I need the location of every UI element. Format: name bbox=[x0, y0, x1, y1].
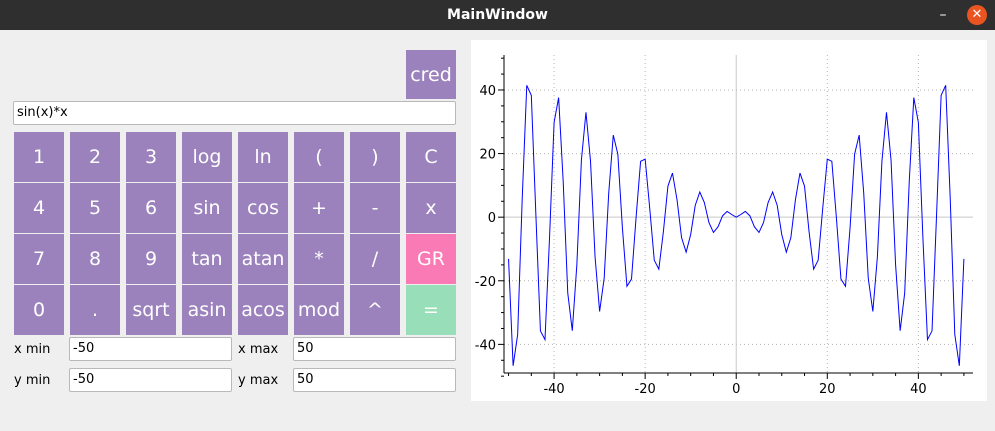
x-tick-label: 40 bbox=[910, 382, 927, 397]
title-bar: MainWindow – ✕ bbox=[0, 0, 995, 30]
series-line bbox=[508, 85, 965, 366]
equals-button[interactable]: = bbox=[406, 285, 456, 335]
x-tick-label: -40 bbox=[543, 382, 564, 397]
key-clear[interactable]: C bbox=[406, 132, 456, 182]
x-min-label: x min bbox=[14, 342, 51, 357]
x-tick-label: 0 bbox=[732, 382, 740, 397]
x-min-input[interactable]: -50 bbox=[69, 337, 232, 361]
x-max-input[interactable]: 50 bbox=[293, 337, 456, 361]
key-2[interactable]: 2 bbox=[70, 132, 120, 182]
plot-area[interactable]: -40 -20 0 20 40 -40 -20 0 20 40 bbox=[471, 40, 987, 401]
key-4[interactable]: 4 bbox=[14, 183, 64, 233]
key-cos[interactable]: cos bbox=[238, 183, 288, 233]
key-x[interactable]: x bbox=[406, 183, 456, 233]
y-tick-label: 40 bbox=[479, 84, 496, 99]
x-tick-label: 20 bbox=[819, 382, 836, 397]
key-ln[interactable]: ln bbox=[238, 132, 288, 182]
y-tick-label: -40 bbox=[475, 338, 496, 353]
key-power[interactable]: ^ bbox=[350, 285, 400, 335]
y-max-label: y max bbox=[238, 373, 279, 388]
y-max-input[interactable]: 50 bbox=[293, 368, 456, 392]
key-asin[interactable]: asin bbox=[182, 285, 232, 335]
y-min-label: y min bbox=[14, 373, 51, 388]
key-1[interactable]: 1 bbox=[14, 132, 64, 182]
key-5[interactable]: 5 bbox=[70, 183, 120, 233]
key-acos[interactable]: acos bbox=[238, 285, 288, 335]
y-tick-label: 0 bbox=[488, 211, 496, 226]
expression-input[interactable]: sin(x)*x bbox=[13, 101, 456, 125]
key-3[interactable]: 3 bbox=[126, 132, 176, 182]
key-open-paren[interactable]: ( bbox=[294, 132, 344, 182]
key-close-paren[interactable]: ) bbox=[350, 132, 400, 182]
key-8[interactable]: 8 bbox=[70, 234, 120, 284]
close-icon[interactable]: ✕ bbox=[967, 5, 987, 25]
key-plus[interactable]: + bbox=[294, 183, 344, 233]
key-log[interactable]: log bbox=[182, 132, 232, 182]
minimize-icon[interactable]: – bbox=[939, 7, 947, 23]
key-divide[interactable]: / bbox=[350, 234, 400, 284]
key-mod[interactable]: mod bbox=[294, 285, 344, 335]
key-sin[interactable]: sin bbox=[182, 183, 232, 233]
y-tick-label: -20 bbox=[475, 275, 496, 290]
y-tick-label: 20 bbox=[479, 148, 496, 163]
key-7[interactable]: 7 bbox=[14, 234, 64, 284]
graph-button[interactable]: GR bbox=[406, 234, 456, 284]
y-min-input[interactable]: -50 bbox=[69, 368, 232, 392]
key-0[interactable]: 0 bbox=[14, 285, 64, 335]
cred-button[interactable]: cred bbox=[406, 50, 456, 99]
key-atan[interactable]: atan bbox=[238, 234, 288, 284]
key-dot[interactable]: . bbox=[70, 285, 120, 335]
function-plot: -40 -20 0 20 40 -40 -20 0 20 40 bbox=[475, 55, 973, 397]
key-9[interactable]: 9 bbox=[126, 234, 176, 284]
window-title: MainWindow bbox=[447, 7, 548, 23]
key-multiply[interactable]: * bbox=[294, 234, 344, 284]
key-sqrt[interactable]: sqrt bbox=[126, 285, 176, 335]
x-tick-label: -20 bbox=[635, 382, 656, 397]
key-tan[interactable]: tan bbox=[182, 234, 232, 284]
x-max-label: x max bbox=[238, 342, 279, 357]
key-6[interactable]: 6 bbox=[126, 183, 176, 233]
key-minus[interactable]: - bbox=[350, 183, 400, 233]
